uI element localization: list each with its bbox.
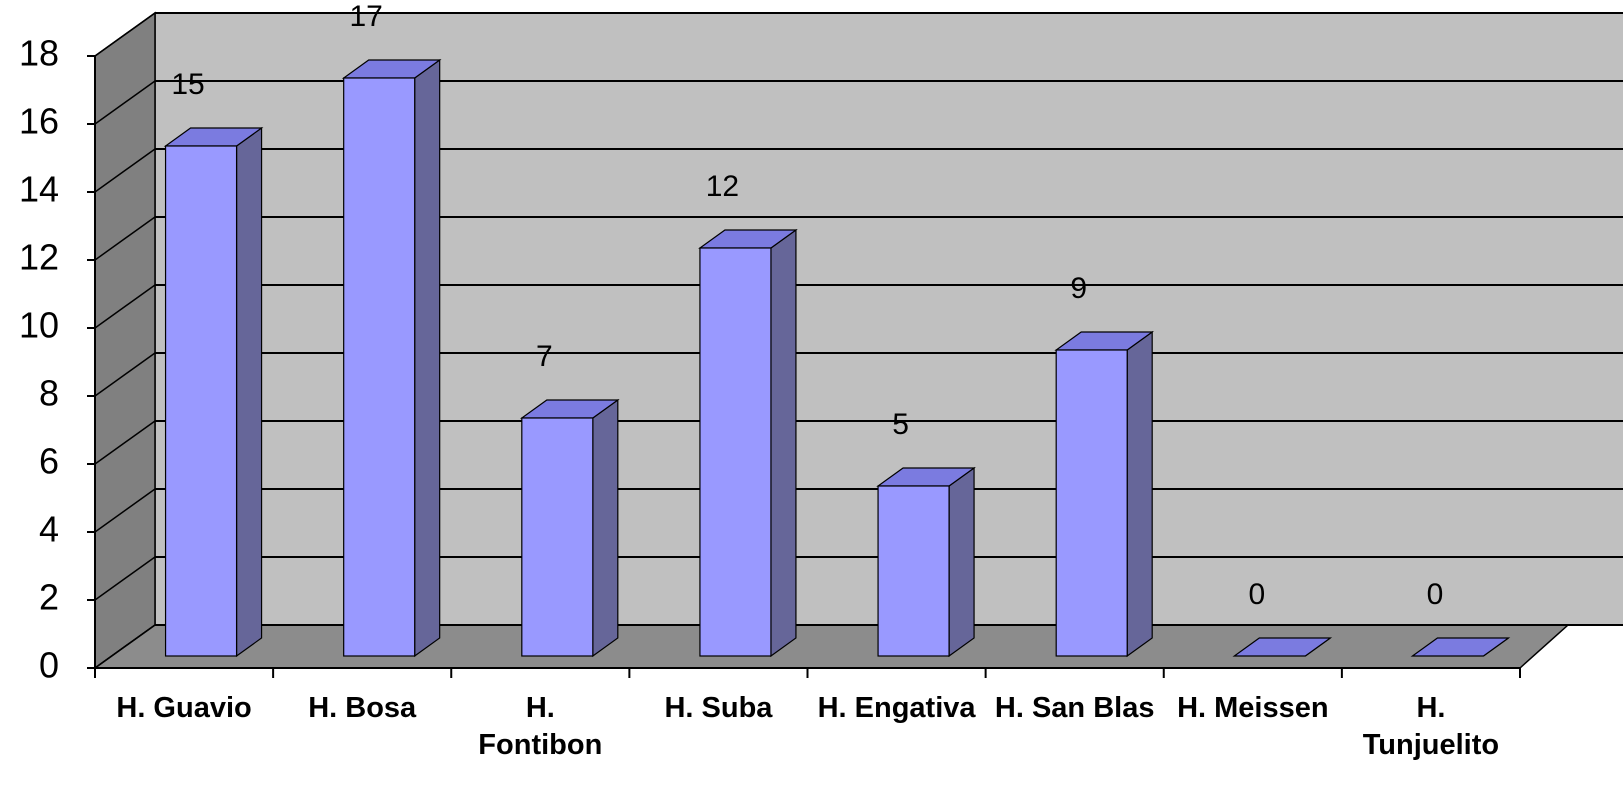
grid-line-side <box>94 284 156 329</box>
bar-side <box>414 58 441 658</box>
grid-line-side <box>94 556 156 601</box>
x-tick-label: H. Meissen <box>1177 692 1329 724</box>
value-label: 5 <box>892 408 909 441</box>
bar-side <box>235 126 263 658</box>
y-tick-label: 2 <box>39 577 59 618</box>
x-tick-label: H. Bosa <box>308 692 417 724</box>
grid-line-side <box>94 12 156 57</box>
x-tick-label: H. Fontibon <box>478 692 603 761</box>
bar <box>877 485 950 657</box>
y-tick-label: 10 <box>19 305 59 346</box>
bar-side <box>948 466 975 658</box>
bar <box>164 145 238 657</box>
y-tick-label: 6 <box>39 441 59 482</box>
x-tick-label: H. Engativa <box>817 692 976 724</box>
grid-line-side <box>94 420 156 465</box>
bar <box>343 77 416 657</box>
bar-top <box>1232 637 1333 657</box>
y-tick-label: 16 <box>19 101 59 142</box>
grid-line-side <box>94 148 156 193</box>
value-label: 15 <box>171 68 204 101</box>
grid-line-side <box>94 488 156 533</box>
value-label: 7 <box>536 340 553 373</box>
bar-side <box>1126 330 1153 658</box>
side-wall <box>94 11 156 670</box>
y-tick-label: 4 <box>39 509 59 550</box>
x-tick-label: H. Guavio <box>116 692 252 724</box>
bar <box>699 247 772 657</box>
floor <box>92 624 1570 669</box>
y-tick-label: 0 <box>39 645 59 686</box>
bar <box>1055 349 1128 657</box>
bar-side <box>592 398 619 658</box>
x-tick-label: H. San Blas <box>994 692 1155 724</box>
bar-top <box>1410 637 1511 657</box>
x-tick-label: H. Tunjuelito <box>1362 692 1500 761</box>
grid-line-side <box>94 216 156 261</box>
y-tick-label: 8 <box>39 373 59 414</box>
value-label: 9 <box>1070 272 1087 305</box>
y-tick-label: 14 <box>19 169 59 210</box>
x-tick-label: H. Suba <box>664 692 773 724</box>
bar <box>521 417 594 657</box>
y-tick-label: 18 <box>19 33 59 74</box>
value-label: 17 <box>350 0 383 33</box>
value-label: 12 <box>706 170 739 203</box>
bar-side <box>770 228 797 658</box>
grid-line-side <box>94 624 156 669</box>
value-label: 0 <box>1248 578 1265 611</box>
value-label: 0 <box>1427 578 1444 611</box>
y-tick-label: 12 <box>19 237 59 278</box>
grid-line-side <box>94 352 156 397</box>
grid-line-side <box>94 80 156 125</box>
